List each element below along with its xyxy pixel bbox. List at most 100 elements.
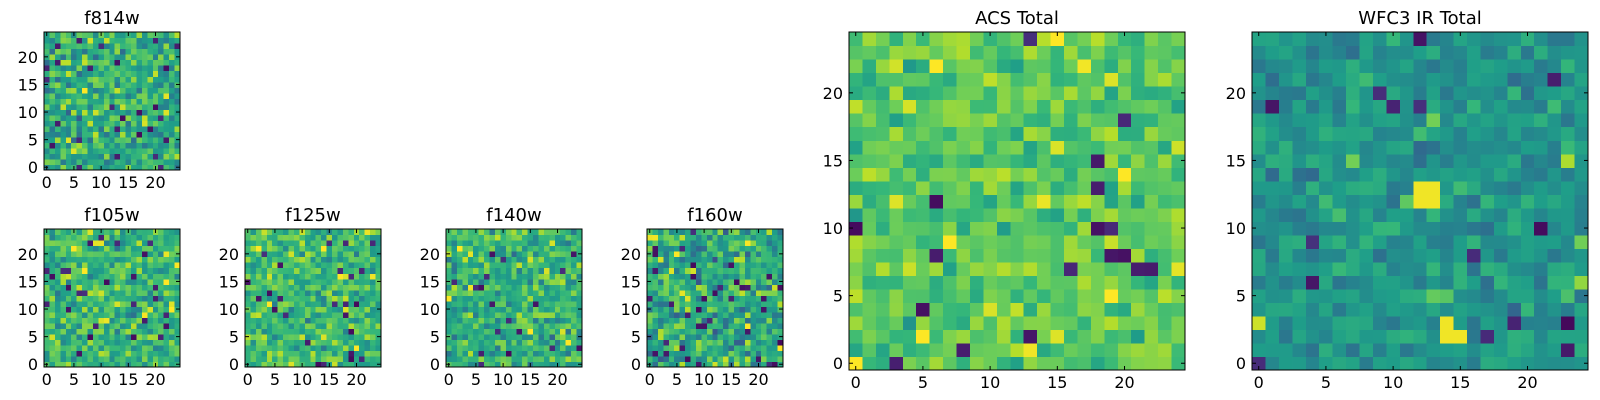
heatmap-cell xyxy=(131,81,138,88)
heatmap-cell xyxy=(163,70,170,77)
heatmap-cell xyxy=(1077,207,1092,222)
heatmap-cell xyxy=(734,317,741,324)
heatmap-cell xyxy=(862,342,877,358)
heatmap-cell xyxy=(849,261,864,276)
heatmap-cell xyxy=(1144,315,1159,331)
heatmap-cell xyxy=(92,251,99,258)
heatmap-cell xyxy=(849,113,864,128)
heatmap-cell xyxy=(983,221,998,236)
heatmap-cell xyxy=(359,234,366,241)
x-tick-label: 5 xyxy=(918,373,928,392)
heatmap-cell xyxy=(255,361,262,368)
heatmap-cell xyxy=(109,37,116,44)
heatmap-cell xyxy=(473,284,480,291)
heatmap-cell xyxy=(1010,288,1025,303)
heatmap-cell xyxy=(1534,180,1549,195)
heatmap-cell xyxy=(54,147,61,155)
heatmap-cell xyxy=(152,70,159,77)
heatmap-cell xyxy=(1265,153,1280,168)
heatmap-cell xyxy=(728,267,735,274)
heatmap-cell xyxy=(777,322,784,329)
heatmap-cell xyxy=(889,275,904,290)
heatmap-cell xyxy=(685,344,692,352)
heatmap-cell xyxy=(1359,167,1374,182)
heatmap-cell xyxy=(250,328,257,335)
heatmap-cell xyxy=(875,72,890,87)
heatmap-cell xyxy=(1158,140,1173,155)
heatmap-cell xyxy=(761,295,768,302)
heatmap-cell xyxy=(1399,248,1414,263)
heatmap-cell xyxy=(701,306,708,313)
heatmap-cell xyxy=(473,240,480,247)
heatmap-cell xyxy=(60,306,67,313)
heatmap-cell xyxy=(364,306,371,313)
heatmap-cell xyxy=(261,350,268,357)
heatmap-cell xyxy=(685,295,692,302)
heatmap-cell xyxy=(902,180,917,195)
heatmap-cell xyxy=(484,322,491,329)
heatmap-cell xyxy=(288,322,295,329)
heatmap-cell xyxy=(467,229,474,236)
heatmap-cell xyxy=(1023,140,1038,155)
heatmap-cell xyxy=(65,48,72,55)
heatmap-cell xyxy=(1319,302,1334,317)
heatmap-cell xyxy=(750,278,757,285)
heatmap-cell xyxy=(1131,275,1146,290)
heatmap-cell xyxy=(109,295,116,302)
heatmap-cell xyxy=(125,48,132,55)
heatmap-cell xyxy=(277,273,284,280)
heatmap-cell xyxy=(169,344,176,352)
heatmap-cell xyxy=(862,248,877,263)
heatmap-cell xyxy=(1319,126,1334,141)
heatmap-cell xyxy=(516,322,523,329)
heatmap-cell xyxy=(163,131,170,138)
heatmap-cell xyxy=(1547,329,1562,344)
heatmap-cell xyxy=(728,251,735,258)
heatmap-cell xyxy=(1278,180,1293,195)
heatmap-cell xyxy=(560,333,567,340)
heatmap-cell xyxy=(71,92,78,99)
heatmap-cell xyxy=(163,59,170,66)
heatmap-cell xyxy=(1010,45,1025,60)
heatmap-cell xyxy=(71,76,78,83)
heatmap-cell xyxy=(902,167,917,182)
heatmap-cell xyxy=(1346,32,1361,47)
heatmap-cell xyxy=(679,229,686,236)
heatmap-cell xyxy=(750,245,757,252)
heatmap-cell xyxy=(1346,207,1361,222)
heatmap-cell xyxy=(1117,302,1132,317)
heatmap-cell xyxy=(1265,221,1280,236)
heatmap-cell xyxy=(1547,45,1562,60)
heatmap-cell xyxy=(92,158,99,166)
heatmap-cell xyxy=(734,306,741,313)
heatmap-cell xyxy=(571,339,578,346)
heatmap-cell xyxy=(750,339,757,346)
heatmap-cell xyxy=(310,361,317,368)
heatmap-cell xyxy=(136,355,143,363)
heatmap-cell xyxy=(1131,86,1146,101)
heatmap-cell xyxy=(679,333,686,340)
heatmap-cell xyxy=(174,240,181,247)
heatmap-cell xyxy=(359,300,366,307)
heatmap-cell xyxy=(87,37,94,44)
heatmap-cell xyxy=(1117,261,1132,276)
heatmap-cell xyxy=(456,355,463,363)
panel-title: f125w xyxy=(285,205,340,226)
heatmap-cell xyxy=(44,87,51,94)
heatmap-cell xyxy=(174,229,181,236)
heatmap-cell xyxy=(131,142,138,149)
heatmap-cell xyxy=(348,344,355,352)
heatmap-cell xyxy=(353,278,360,285)
heatmap-cell xyxy=(163,317,170,324)
heatmap-cell xyxy=(1077,86,1092,101)
heatmap-cell xyxy=(49,344,56,352)
heatmap-cell xyxy=(674,306,681,313)
heatmap-cell xyxy=(60,328,67,335)
heatmap-cell xyxy=(734,300,741,307)
heatmap-cell xyxy=(647,317,654,324)
heatmap-cell xyxy=(359,311,366,318)
heatmap-cell xyxy=(1534,126,1549,141)
heatmap-cell xyxy=(690,245,697,252)
heatmap-cell xyxy=(174,147,181,155)
heatmap-cell xyxy=(326,295,333,302)
